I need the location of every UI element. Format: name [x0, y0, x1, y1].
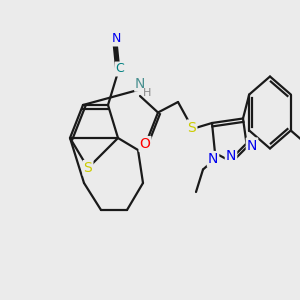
Text: H: H — [143, 88, 151, 98]
Text: N: N — [226, 149, 236, 163]
Text: S: S — [84, 161, 92, 175]
Text: S: S — [188, 121, 196, 134]
Text: C: C — [116, 62, 124, 76]
Text: N: N — [208, 152, 218, 166]
Text: N: N — [247, 139, 257, 152]
Text: O: O — [140, 137, 150, 151]
Text: N: N — [111, 32, 121, 46]
Text: N: N — [135, 77, 145, 91]
